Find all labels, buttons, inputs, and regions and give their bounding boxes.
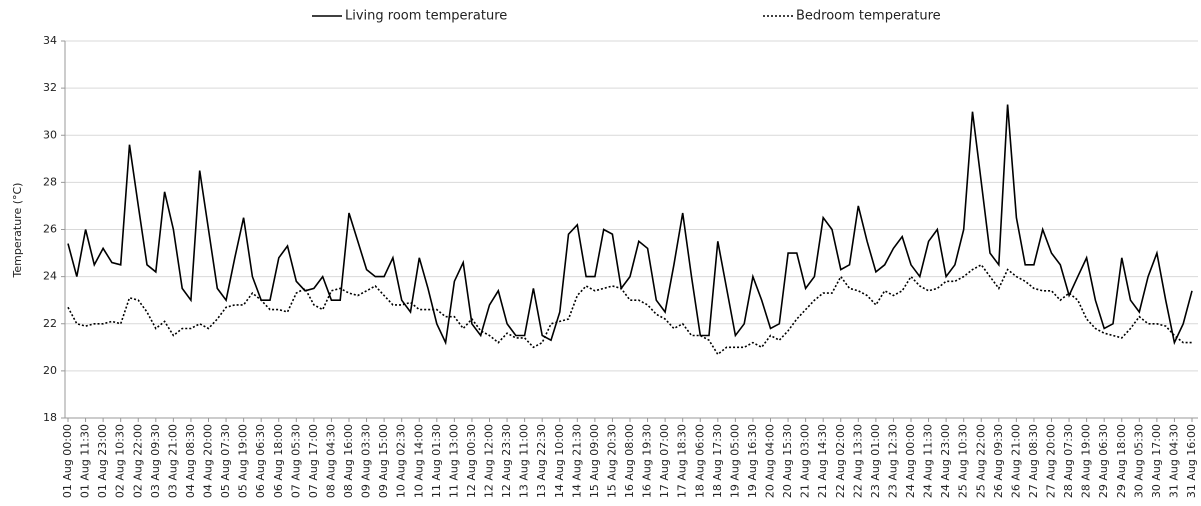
x-tick-label: 24 Aug 00:00 xyxy=(904,424,917,498)
x-tick-label: 26 Aug 21:00 xyxy=(1009,424,1022,498)
x-tick-label: 17 Aug 07:00 xyxy=(658,424,671,498)
x-tick-label: 06 Aug 06:30 xyxy=(254,424,267,498)
x-tick-label: 11 Aug 01:30 xyxy=(430,424,443,498)
x-tick-label: 12 Aug 23:30 xyxy=(500,424,513,498)
x-tick-label: 08 Aug 04:30 xyxy=(324,424,337,498)
x-tick-label: 09 Aug 15:00 xyxy=(377,424,390,498)
y-tick-label: 24 xyxy=(43,270,57,283)
x-tick-label: 03 Aug 21:00 xyxy=(166,424,179,498)
x-tick-label: 07 Aug 05:30 xyxy=(289,424,302,498)
x-tick-label: 11 Aug 13:00 xyxy=(447,424,460,498)
x-tick-label: 28 Aug 19:00 xyxy=(1080,424,1093,498)
x-tick-label: 20 Aug 15:30 xyxy=(781,424,794,498)
x-tick-label: 21 Aug 03:00 xyxy=(799,424,812,498)
x-tick-label: 29 Aug 18:00 xyxy=(1115,424,1128,498)
x-tick-label: 14 Aug 21:30 xyxy=(570,424,583,498)
x-tick-label: 12 Aug 12:00 xyxy=(483,424,496,498)
x-tick-label: 25 Aug 10:30 xyxy=(957,424,970,498)
x-tick-label: 06 Aug 18:00 xyxy=(272,424,285,498)
x-tick-label: 29 Aug 06:30 xyxy=(1097,424,1110,498)
x-tick-label: 13 Aug 11:00 xyxy=(518,424,531,498)
x-tick-label: 02 Aug 10:30 xyxy=(114,424,127,498)
x-tick-label: 18 Aug 17:30 xyxy=(711,424,724,498)
x-tick-label: 01 Aug 00:00 xyxy=(61,424,74,498)
x-tick-label: 10 Aug 02:30 xyxy=(395,424,408,498)
x-tick-label: 16 Aug 19:30 xyxy=(641,424,654,498)
y-tick-label: 18 xyxy=(43,411,57,424)
x-tick-label: 02 Aug 22:00 xyxy=(131,424,144,498)
x-tick-label: 03 Aug 09:30 xyxy=(149,424,162,498)
x-tick-label: 27 Aug 20:00 xyxy=(1045,424,1058,498)
x-tick-label: 15 Aug 20:30 xyxy=(605,424,618,498)
x-tick-label: 19 Aug 16:30 xyxy=(746,424,759,498)
x-tick-label: 31 Aug 04:30 xyxy=(1167,424,1180,498)
x-tick-label: 24 Aug 11:30 xyxy=(922,424,935,498)
x-tick-label: 05 Aug 19:00 xyxy=(237,424,250,498)
data-line xyxy=(67,263,1192,356)
x-tick-label: 04 Aug 20:00 xyxy=(202,424,215,498)
x-tick-label: 30 Aug 05:30 xyxy=(1132,424,1145,498)
x-tick-label: 01 Aug 11:30 xyxy=(79,424,92,498)
x-tick-label: 28 Aug 07:30 xyxy=(1062,424,1075,498)
y-tick-label: 20 xyxy=(43,364,57,377)
x-tick-label: 10 Aug 14:00 xyxy=(412,424,425,498)
x-tick-label: 19 Aug 05:00 xyxy=(728,424,741,498)
x-tick-label: 04 Aug 08:30 xyxy=(184,424,197,498)
y-tick-label: 34 xyxy=(43,34,57,47)
x-tick-label: 24 Aug 23:00 xyxy=(939,424,952,498)
x-tick-label: 12 Aug 00:30 xyxy=(465,424,478,498)
legend-label: Living room temperature xyxy=(345,9,507,24)
y-tick-label: 32 xyxy=(43,81,57,94)
x-tick-label: 15 Aug 09:00 xyxy=(588,424,601,498)
y-tick-label: 30 xyxy=(43,128,57,141)
x-tick-label: 18 Aug 06:00 xyxy=(693,424,706,498)
x-tick-label: 16 Aug 08:00 xyxy=(623,424,636,498)
x-tick-label: 25 Aug 22:00 xyxy=(974,424,987,498)
x-tick-label: 17 Aug 18:30 xyxy=(676,424,689,498)
y-axis-title: Temperature (°C) xyxy=(11,183,24,279)
x-tick-label: 07 Aug 17:00 xyxy=(307,424,320,498)
x-tick-label: 14 Aug 10:00 xyxy=(553,424,566,498)
y-tick-label: 28 xyxy=(43,175,57,188)
x-tick-label: 22 Aug 13:30 xyxy=(851,424,864,498)
y-tick-label: 22 xyxy=(43,317,57,330)
x-tick-label: 20 Aug 04:00 xyxy=(764,424,777,498)
x-tick-label: 01 Aug 23:00 xyxy=(96,424,109,498)
x-tick-label: 05 Aug 07:30 xyxy=(219,424,232,498)
x-tick-label: 31 Aug 16:00 xyxy=(1185,424,1198,498)
x-tick-label: 09 Aug 03:30 xyxy=(360,424,373,498)
x-tick-label: 13 Aug 22:30 xyxy=(535,424,548,498)
data-line xyxy=(67,104,1193,346)
x-tick-label: 23 Aug 01:00 xyxy=(869,424,882,498)
x-tick-label: 21 Aug 14:30 xyxy=(816,424,829,498)
y-tick-label: 26 xyxy=(43,223,57,236)
x-tick-label: 27 Aug 08:30 xyxy=(1027,424,1040,498)
x-tick-label: 08 Aug 16:00 xyxy=(342,424,355,498)
x-tick-label: 30 Aug 17:00 xyxy=(1150,424,1163,498)
x-tick-label: 23 Aug 12:30 xyxy=(886,424,899,498)
x-tick-label: 22 Aug 02:00 xyxy=(834,424,847,498)
legend-label: Bedroom temperature xyxy=(796,9,941,24)
x-tick-label: 26 Aug 09:30 xyxy=(992,424,1005,498)
